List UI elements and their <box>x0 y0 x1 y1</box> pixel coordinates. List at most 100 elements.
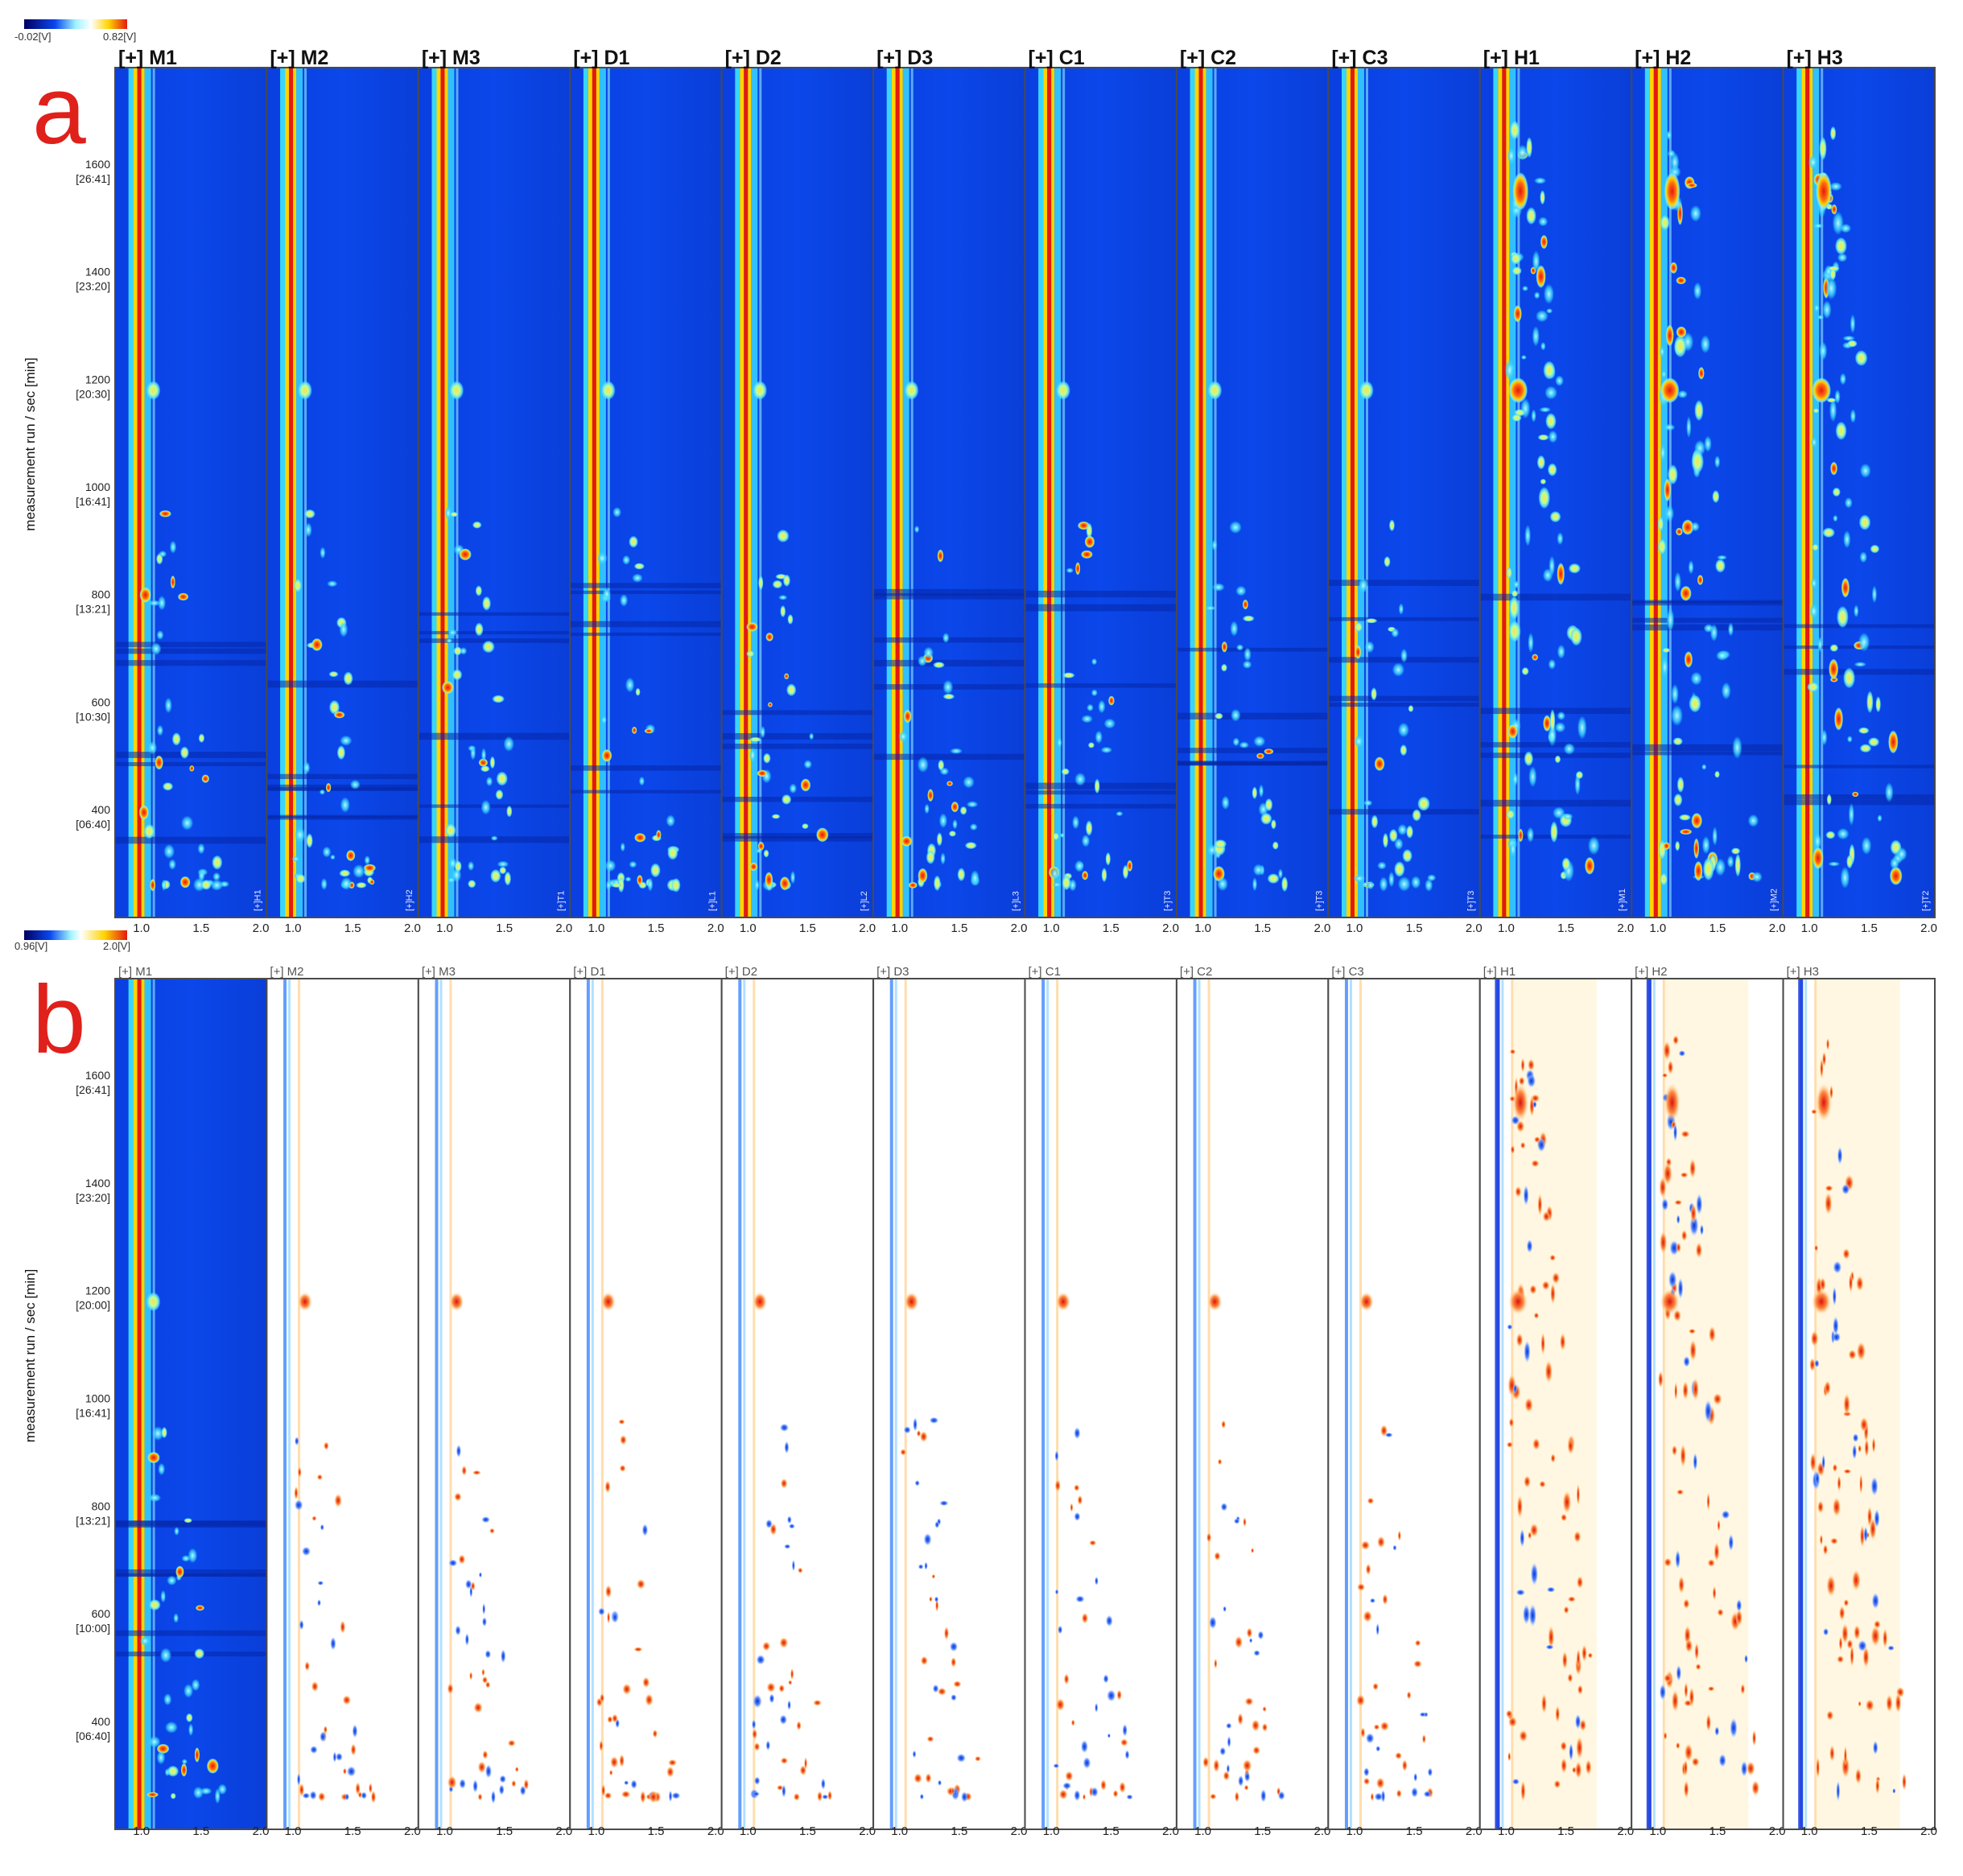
peak <box>1825 831 1836 839</box>
corner-label: [+]L1 <box>708 891 718 911</box>
rip-line <box>895 68 900 917</box>
peak <box>1671 1689 1679 1713</box>
peak <box>485 1649 492 1659</box>
peak <box>1397 876 1411 892</box>
peak <box>490 1790 496 1804</box>
rip-line <box>1350 68 1355 917</box>
rip-line <box>152 979 155 1829</box>
peak <box>604 1791 612 1800</box>
peak <box>756 1654 765 1665</box>
peak <box>1673 1199 1683 1206</box>
peak <box>159 509 171 517</box>
corner-label: [+]T1 <box>556 891 566 911</box>
peak <box>1074 1511 1081 1522</box>
rip-line <box>744 68 748 917</box>
peak <box>304 509 315 519</box>
peak <box>1260 812 1272 825</box>
peak <box>1353 874 1366 883</box>
peak <box>1085 820 1093 836</box>
peak <box>146 1292 161 1312</box>
peak <box>1843 1745 1848 1767</box>
peak <box>619 1754 625 1768</box>
peak <box>1686 416 1692 439</box>
rip-line <box>1354 68 1358 917</box>
baseline-band <box>1025 590 1177 598</box>
peak <box>1882 1627 1888 1649</box>
peak <box>647 877 654 892</box>
peak <box>170 575 175 589</box>
peak <box>1660 214 1670 231</box>
peak <box>1683 1779 1689 1799</box>
peak <box>601 715 607 724</box>
baseline-band <box>115 1569 267 1577</box>
peak <box>334 1493 343 1508</box>
peak <box>1095 1702 1099 1713</box>
peak <box>1510 1144 1516 1155</box>
peak <box>596 551 608 565</box>
x-tick-label: 1.0 <box>1194 1824 1211 1838</box>
baseline-band <box>1631 751 1784 756</box>
peak <box>634 832 646 843</box>
peak <box>1397 722 1409 738</box>
x-tick-label: 1.5 <box>496 1824 513 1838</box>
peak <box>1539 406 1552 413</box>
peak <box>1379 1721 1390 1732</box>
peak <box>146 1791 159 1798</box>
peak <box>769 1523 777 1536</box>
peak <box>327 580 338 588</box>
baseline-band <box>115 641 267 648</box>
rip-line <box>141 979 145 1829</box>
peak <box>1221 795 1230 810</box>
peak <box>180 815 194 831</box>
peak <box>960 1791 968 1803</box>
sample-column-11: [+] H3 1.0 1.5 2.0 <box>1782 965 1937 1838</box>
peak <box>1819 1276 1826 1293</box>
peak <box>1714 858 1726 876</box>
peak <box>666 1766 674 1778</box>
peak <box>1679 828 1693 835</box>
baseline-band <box>266 784 419 791</box>
peak <box>1689 1339 1697 1362</box>
peak <box>618 1419 625 1425</box>
peak <box>1074 1789 1081 1802</box>
rip-line <box>1814 979 1817 1829</box>
peak <box>1080 550 1093 559</box>
peak <box>1380 1789 1386 1804</box>
peak <box>1212 583 1225 592</box>
peak <box>1837 1474 1841 1492</box>
peak <box>188 1723 194 1737</box>
peak <box>1846 736 1853 743</box>
peak <box>1699 1223 1704 1236</box>
peak <box>1364 641 1375 654</box>
peak <box>323 1441 329 1451</box>
peak <box>1518 828 1524 843</box>
peak <box>441 680 454 695</box>
baseline-band <box>1479 593 1632 601</box>
peak <box>620 594 629 607</box>
peak <box>523 1778 530 1791</box>
peak <box>1375 1622 1379 1637</box>
x-tick-label: 1.5 <box>1709 1824 1726 1838</box>
peak <box>796 1720 802 1731</box>
peak <box>1542 1210 1551 1222</box>
peak <box>163 1693 172 1706</box>
peak <box>1100 1779 1107 1791</box>
peak <box>1534 177 1547 184</box>
peak <box>1504 359 1515 381</box>
y-tick-label: 1200 <box>85 373 110 386</box>
baseline-band <box>115 752 267 758</box>
peak <box>1262 1706 1267 1713</box>
peak <box>780 1478 788 1489</box>
peak <box>604 860 617 872</box>
peak <box>781 794 792 805</box>
sample-title: [+] D3 <box>876 965 909 979</box>
peak <box>1541 1280 1550 1291</box>
x-tick-label: 1.0 <box>1043 1824 1060 1838</box>
peak <box>917 757 929 773</box>
peak <box>1811 436 1817 448</box>
peak <box>1567 1672 1573 1684</box>
peak <box>158 1462 166 1476</box>
peak <box>1520 354 1527 361</box>
peak <box>1213 1758 1220 1773</box>
peak <box>1400 648 1408 663</box>
